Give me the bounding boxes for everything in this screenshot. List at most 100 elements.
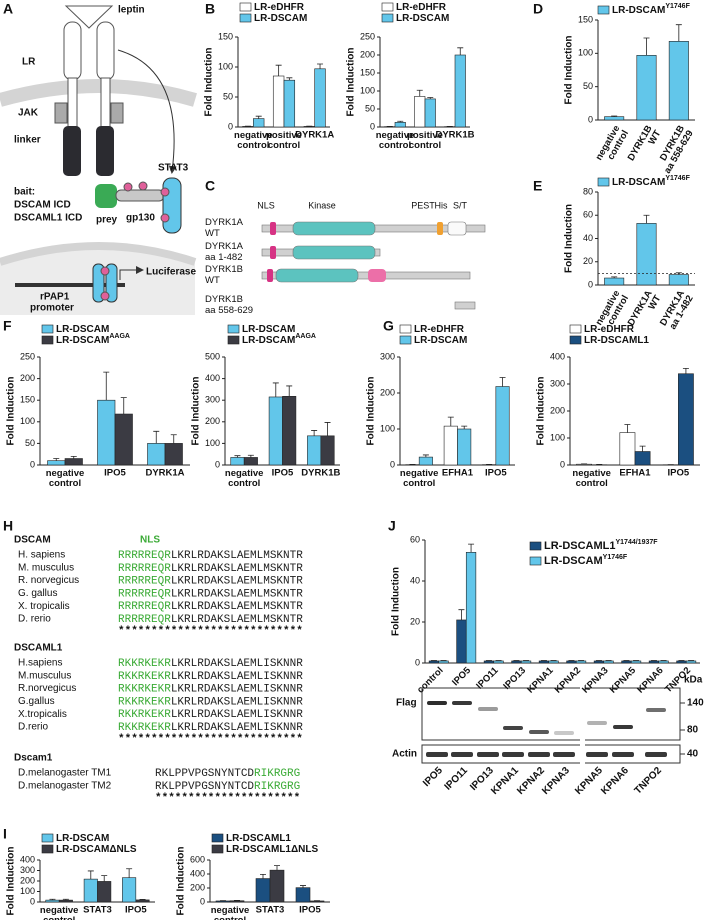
- stat3-dimer: [105, 263, 118, 303]
- bar: [603, 660, 614, 664]
- phospho-site: [123, 182, 133, 192]
- flag-band: [452, 701, 472, 705]
- legend-name: LR-DSCAM: [56, 833, 109, 844]
- legend-swatch: [41, 324, 54, 334]
- text-line: negative: [225, 468, 264, 479]
- error-bar: [120, 397, 127, 415]
- y-tick-label: 100: [218, 61, 233, 71]
- nls-domain: [267, 269, 273, 282]
- schematic-label: DSCAM ICD: [14, 200, 71, 211]
- sequence-segment: RKKRKEKR: [118, 684, 171, 696]
- conservation: ****************************: [118, 734, 303, 746]
- marker-label: 40: [687, 749, 699, 760]
- jak: [54, 102, 68, 124]
- x-tick-label: IPO5: [125, 905, 147, 916]
- y-axis-label: Fold Induction: [366, 377, 377, 446]
- legend-name: LR-DSCAM: [56, 335, 109, 346]
- leptin-shape: [64, 5, 114, 29]
- y-tick-label: 250: [20, 351, 35, 361]
- actin-band: [553, 752, 575, 757]
- species: D. rerio: [18, 614, 51, 625]
- bar: [493, 660, 504, 664]
- legend-swatch: [239, 13, 252, 23]
- bar: [45, 899, 60, 903]
- domain-diagrams: [261, 221, 486, 310]
- bar: [443, 425, 458, 466]
- lane-label: KPNA5: [573, 765, 605, 797]
- error-bar: [427, 97, 434, 99]
- bar: [454, 54, 466, 128]
- construct-label: DYRK1A WT: [205, 217, 244, 239]
- y-tick-label: 100: [578, 48, 593, 58]
- sequence-segment: LKRLRDAKSLAEMLISKNNR: [171, 671, 303, 683]
- x-tick-label: negativecontrol: [593, 123, 630, 167]
- y-tick-label: 200: [550, 405, 565, 415]
- legend-swatch: [597, 177, 610, 187]
- legend-superscript: Y1744/1937F: [616, 539, 659, 546]
- y-tick-label: 400: [205, 373, 220, 383]
- actin-band: [502, 752, 524, 757]
- cell-membrane: [0, 79, 197, 107]
- error-bar: [324, 422, 331, 436]
- x-tick-label: EFHA1: [442, 468, 474, 479]
- x-tick-label: DYRK1BWT: [625, 123, 663, 167]
- x-tick-label: positive control: [266, 130, 302, 151]
- x-tick-label: DYRK1A: [145, 468, 184, 479]
- domain-label: S/T: [453, 200, 468, 210]
- legend-name: LR-DSCAML1: [584, 335, 649, 346]
- conservation: **********************: [155, 793, 300, 805]
- y-tick-label: 400: [190, 868, 205, 878]
- x-tick-label: positive control: [407, 130, 443, 151]
- bar: [268, 396, 283, 466]
- protein-bar: [454, 301, 476, 310]
- legend-name: LR-DSCAM: [242, 324, 295, 335]
- bar: [230, 457, 245, 466]
- lane-label: IPO11: [443, 765, 471, 793]
- error-bar: [286, 385, 293, 397]
- y-tick-label: 400: [20, 854, 35, 864]
- bar: [147, 443, 166, 466]
- legend-swatch: [41, 833, 54, 843]
- y-tick-label: 500: [205, 351, 220, 361]
- schematic-label: leptin: [118, 5, 145, 16]
- x-tick-label: STAT3: [256, 905, 285, 916]
- error-bar: [126, 868, 133, 878]
- schematic-label: linker: [14, 135, 41, 146]
- st-domain: [447, 221, 467, 236]
- legend-label: LR-DSCAMAAGA: [242, 333, 316, 345]
- error-bar: [682, 367, 689, 374]
- domain-label: NLS: [257, 200, 275, 210]
- legend-superscript: Y1746F: [665, 175, 690, 182]
- y-tick-label: 200: [190, 882, 205, 892]
- bar: [64, 458, 83, 466]
- lane-label: KPNA1: [489, 765, 521, 797]
- legend-superscript: Y1746F: [665, 3, 690, 10]
- species: G. gallus: [18, 588, 57, 599]
- jak: [110, 102, 124, 124]
- domain-label: PEST: [411, 200, 435, 210]
- y-tick-label: 100: [360, 85, 375, 95]
- bar: [520, 660, 532, 664]
- bar: [604, 277, 625, 286]
- schematic-label: prey: [96, 215, 118, 226]
- western-blot: [421, 686, 681, 766]
- text-line: negative: [376, 130, 415, 141]
- sequence-segment: LKRLRDAKSLAEMLISKNNR: [171, 722, 303, 734]
- legend-swatch: [569, 335, 582, 345]
- arrow: [117, 49, 177, 174]
- legend-label: LR-DSCAM: [414, 335, 467, 346]
- gp130-shape: [115, 189, 165, 202]
- phospho-site: [100, 266, 110, 276]
- panel-label: J: [388, 518, 396, 534]
- actin-band: [477, 752, 499, 757]
- text-line: positive: [266, 130, 302, 141]
- species: M. musculus: [18, 562, 74, 573]
- y-tick-label: 100: [20, 886, 35, 896]
- error-bar: [643, 214, 650, 224]
- motif-label: NLS: [140, 535, 160, 546]
- legend-name: LR-DSCAM: [544, 555, 603, 567]
- y-tick-label: 0: [200, 896, 205, 906]
